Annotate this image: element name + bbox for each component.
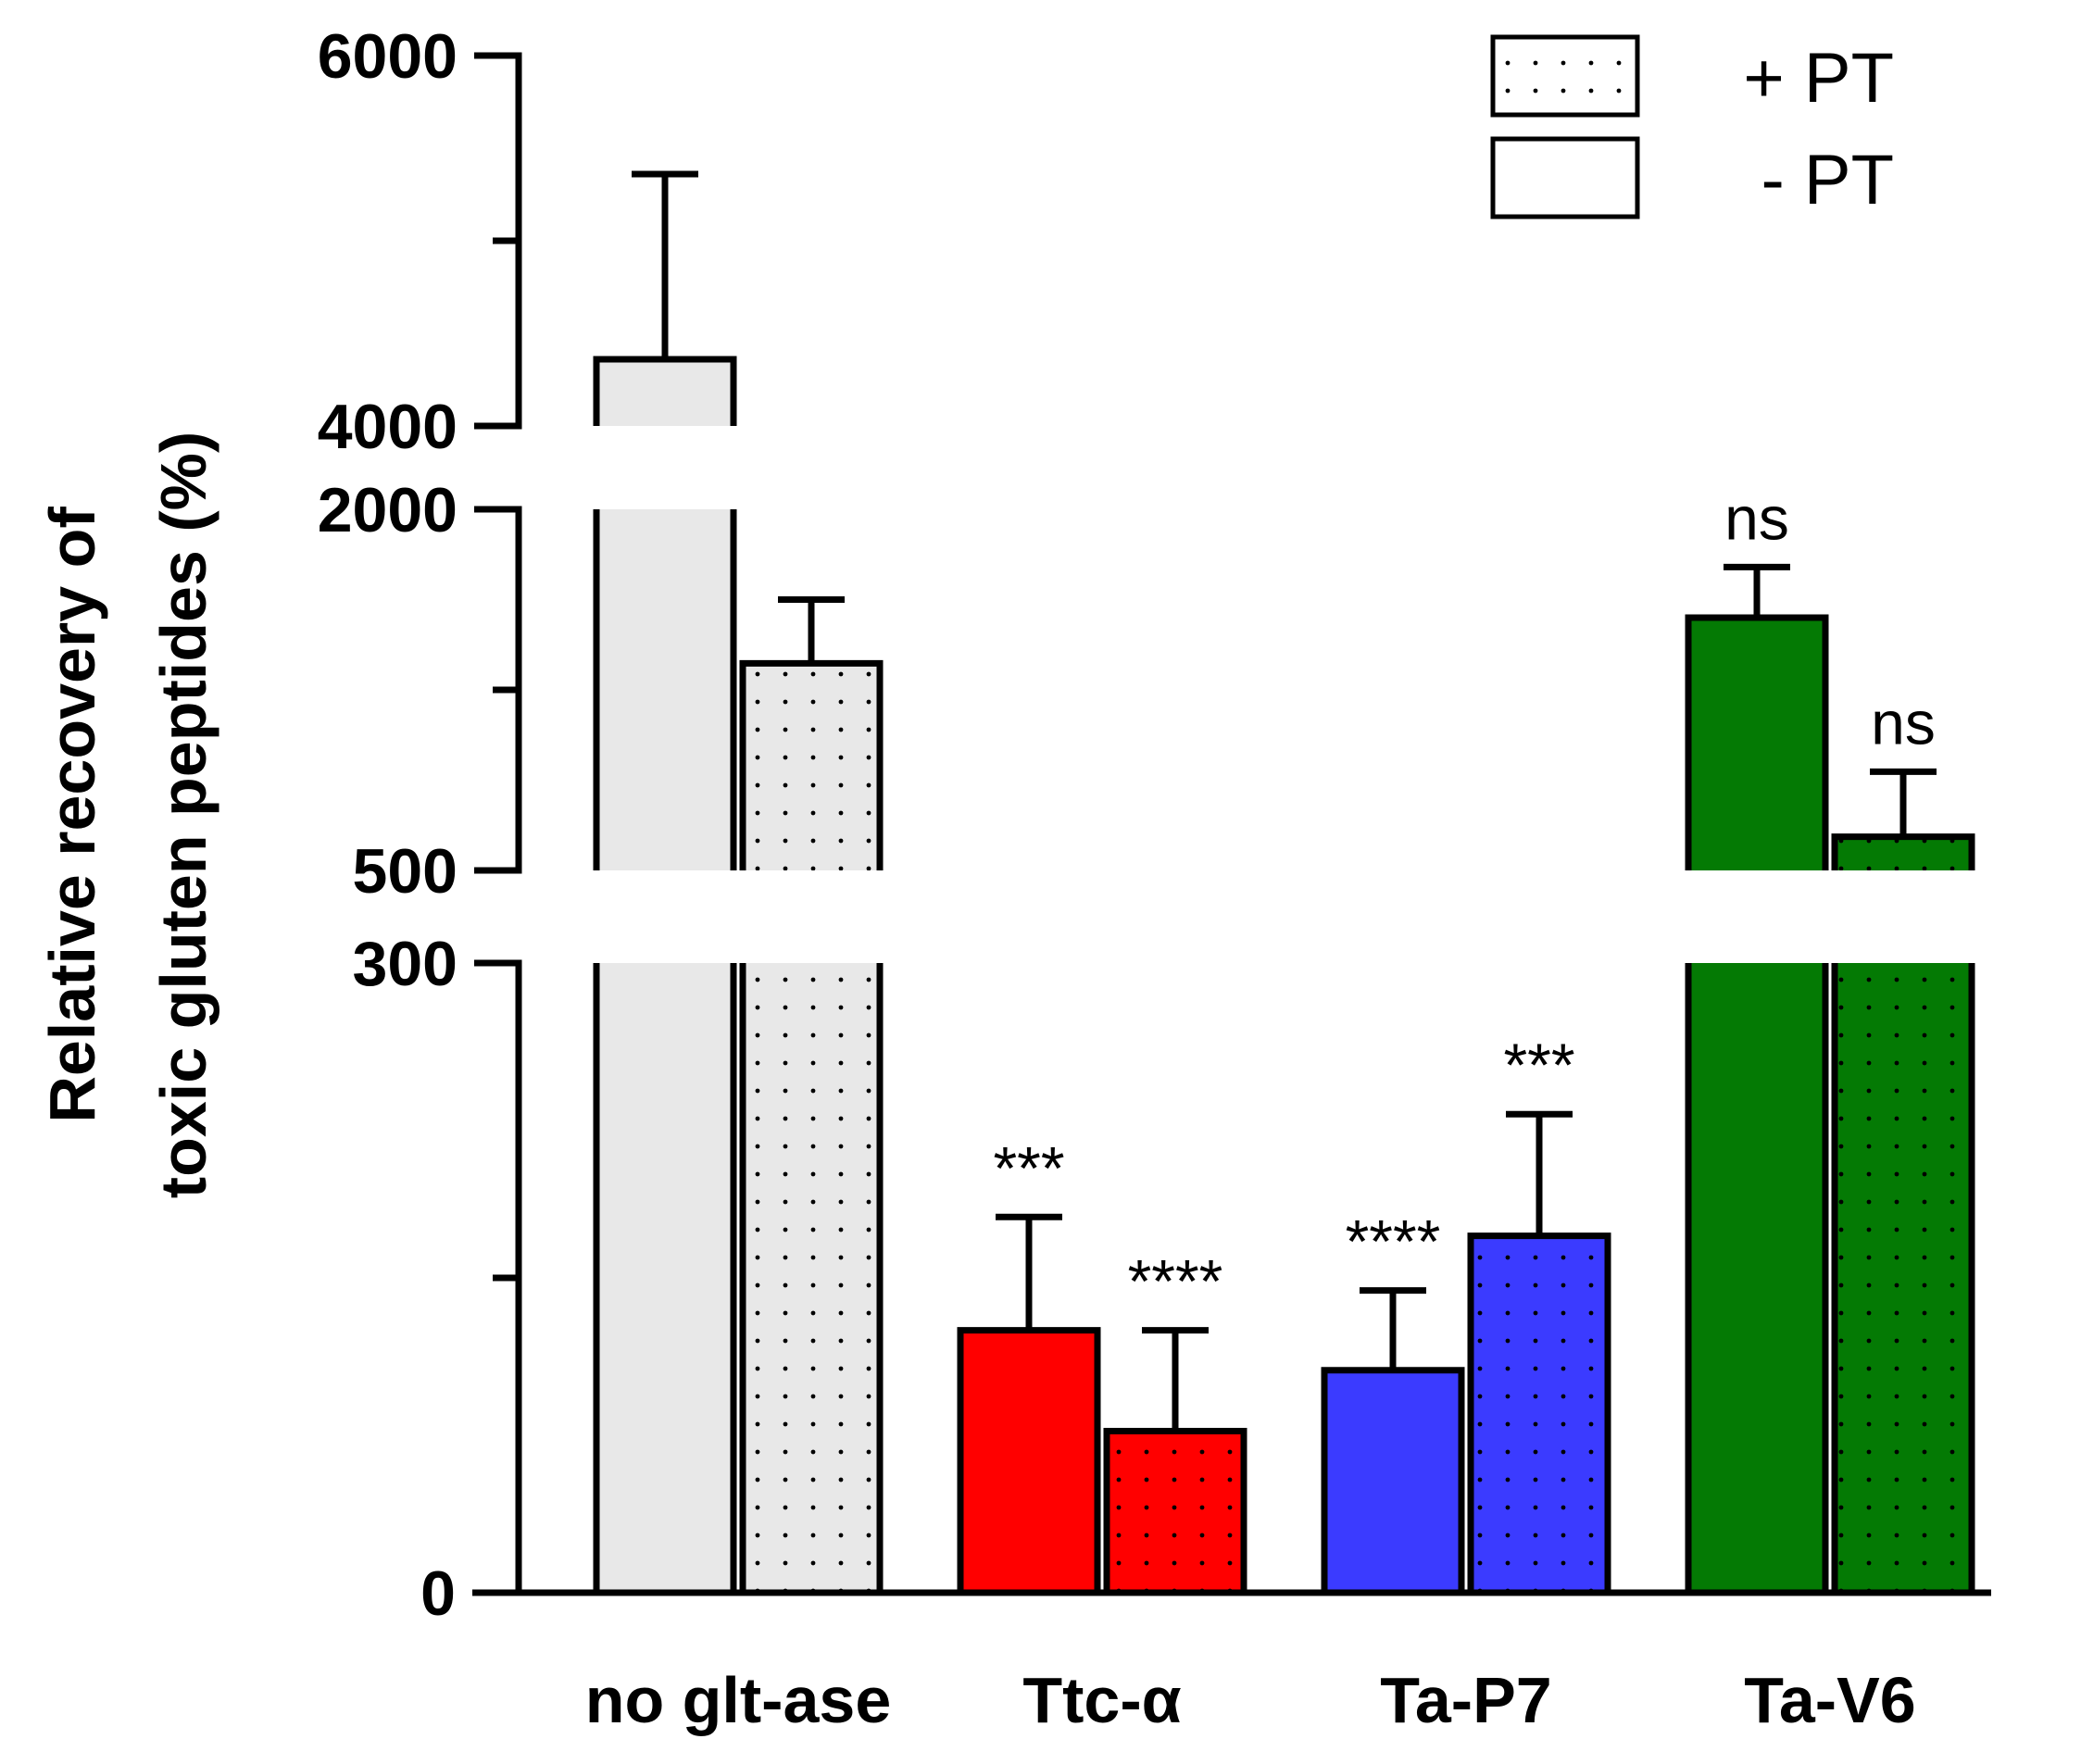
- bar-ttc-pt: [1103, 1427, 1247, 1593]
- bar-no-glt-ase-pt-fill-0: [596, 963, 733, 1593]
- bar-ta-v6-pt: [1685, 614, 1829, 1593]
- legend-item-pt: + PT: [1490, 34, 1894, 118]
- y-axis-title-line-2: toxic gluten peptides (%): [147, 432, 219, 1198]
- bar-ta-p7-pt-dots-0: [1471, 1235, 1608, 1593]
- bar-ttc-pt-fill-0: [960, 1330, 1097, 1593]
- bar-ta-v6-pt-significance: ns: [1871, 688, 1936, 757]
- legend-swatch-pt: [1490, 136, 1640, 219]
- legend-item-pt: - PT: [1490, 136, 1894, 219]
- labels-layer: *******ns*******ns0300500200040006000no …: [36, 21, 1936, 1736]
- bar-ta-p7-pt-significance: ***: [1503, 1031, 1574, 1099]
- y-axis-title-line-1: Relative recovery of: [36, 507, 108, 1123]
- bar-ta-v6-pt: [1831, 833, 1975, 1593]
- legend-swatch-border-pt: [1490, 34, 1640, 118]
- bar-ttc-pt-significance: ***: [993, 1133, 1064, 1202]
- bar-ta-p7-pt: [1467, 1232, 1611, 1593]
- bar-no-glt-ase-pt-dots-1: [743, 663, 880, 870]
- bar-no-glt-ase-pt-dots-0: [743, 963, 880, 1593]
- y-tick-label-6000: 6000: [318, 21, 458, 92]
- y-tick-label-2000: 2000: [318, 475, 458, 545]
- bar-ta-v6-pt-dots-0: [1835, 963, 1972, 1593]
- legend: + PT - PT: [1490, 34, 1894, 219]
- y-axis: [472, 52, 1991, 1596]
- y-tick-label-4000: 4000: [318, 392, 458, 462]
- bar-no-glt-ase-pt: [593, 356, 737, 1593]
- legend-swatch-dots-pt: [1493, 37, 1637, 115]
- x-label-ta-v6: Ta-V6: [1744, 1664, 1915, 1736]
- y-tick-label-500: 500: [353, 836, 458, 907]
- bars-layer: [593, 170, 1975, 1593]
- y-tick-label-300: 300: [353, 929, 458, 999]
- bar-no-glt-ase-pt-fill-1: [596, 509, 733, 870]
- bar-ttc-pt: [957, 1327, 1101, 1593]
- legend-label-pt: - PT: [1761, 141, 1894, 219]
- bar-ta-v6-pt-fill-1: [1688, 618, 1825, 870]
- x-label-ttc: Ttc-α: [1022, 1664, 1181, 1736]
- bar-ta-v6-pt-fill-0: [1688, 963, 1825, 1593]
- bar-ta-p7-pt-significance: ****: [1346, 1207, 1441, 1276]
- bar-ta-p7-pt: [1321, 1367, 1465, 1593]
- bar-no-glt-ase-pt: [739, 659, 884, 1593]
- bar-ta-p7-pt-fill-0: [1324, 1370, 1461, 1593]
- bar-ttc-pt-dots-0: [1107, 1431, 1244, 1593]
- legend-label-pt: + PT: [1743, 39, 1894, 118]
- bar-ttc-pt-significance: ****: [1128, 1247, 1223, 1316]
- bar-ta-v6-pt-dots-1: [1835, 836, 1972, 870]
- bar-ta-v6-pt-significance: ns: [1724, 483, 1789, 552]
- x-label-no-glt-ase: no glt-ase: [585, 1664, 892, 1736]
- bar-no-glt-ase-pt-fill-2: [596, 359, 733, 426]
- y-tick-label-0: 0: [420, 1558, 456, 1629]
- x-label-ta-p7: Ta-P7: [1380, 1664, 1551, 1736]
